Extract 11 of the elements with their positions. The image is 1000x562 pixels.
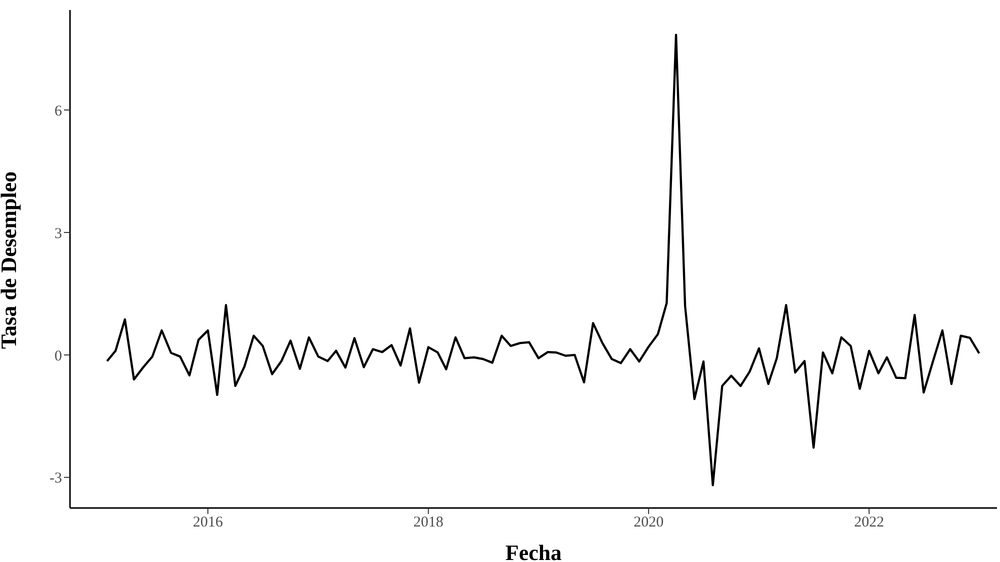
x-tick-label: 2022 [854, 514, 884, 531]
y-tick-label: 3 [54, 226, 62, 242]
y-tick-label: 0 [54, 348, 62, 364]
y-tick-label: 6 [54, 103, 62, 120]
x-tick-label: 2020 [634, 514, 664, 531]
x-tick-label: 2016 [192, 514, 224, 531]
x-axis-title: Fecha [505, 540, 562, 562]
x-tick-label: 2018 [413, 514, 444, 531]
line-series [106, 34, 980, 486]
y-axis-title: Tasa de Desempleo [0, 171, 21, 349]
y-tick-label: -3 [50, 470, 62, 487]
